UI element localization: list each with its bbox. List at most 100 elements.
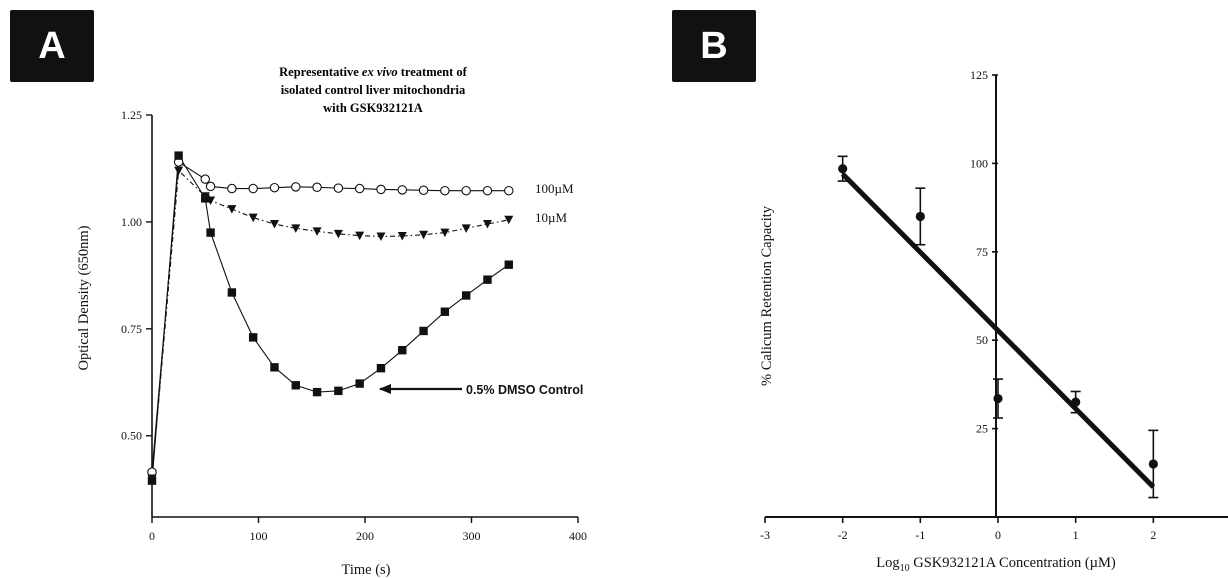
y-tick-label: 0.75 bbox=[121, 322, 142, 336]
point-square bbox=[270, 363, 279, 372]
chart-a-ticks: 0 100 200 300 400 0.50 0.75 1.00 1.25 bbox=[121, 108, 587, 543]
point-triangle bbox=[333, 229, 343, 239]
point-triangle bbox=[461, 224, 471, 233]
point-open-circle bbox=[440, 185, 450, 196]
data-point bbox=[1148, 459, 1158, 469]
point-triangle bbox=[269, 220, 279, 229]
point-triangle bbox=[227, 205, 237, 214]
point-square bbox=[504, 260, 513, 269]
point-open-circle bbox=[291, 182, 301, 192]
point-square bbox=[376, 363, 386, 373]
y-tick-label: 1.00 bbox=[121, 215, 142, 229]
point-triangle bbox=[291, 224, 301, 233]
point-square bbox=[398, 346, 407, 355]
x-tick-label: 2 bbox=[1150, 528, 1156, 542]
point-square bbox=[483, 275, 492, 284]
chart-a-label-100um: 100µM bbox=[535, 181, 574, 196]
point-open-circle bbox=[205, 181, 216, 192]
y-tick-label: 1.25 bbox=[121, 108, 142, 122]
x-tick-label: 100 bbox=[250, 529, 268, 543]
chart-b-fit-line bbox=[840, 172, 1156, 489]
chart-a-y-axis-label: Optical Density (650nm) bbox=[76, 225, 92, 370]
xlabel-rest: GSK932121A Concentration (µM) bbox=[910, 555, 1116, 571]
point-triangle bbox=[312, 227, 322, 236]
point-triangle bbox=[174, 166, 184, 176]
point-open-circle bbox=[200, 174, 211, 184]
y-tick-label: 75 bbox=[976, 245, 988, 259]
x-tick-label: 200 bbox=[356, 529, 374, 543]
chart-b-x-axis-label: Log10 GSK932121A Concentration (µM) bbox=[876, 555, 1116, 574]
point-open-circle bbox=[248, 183, 258, 194]
xlabel-subscript: 10 bbox=[900, 563, 910, 574]
chart-b-ticks: -3-2-10123255075100125 bbox=[760, 68, 1156, 542]
x-tick-label: -1 bbox=[915, 528, 925, 542]
point-triangle bbox=[482, 220, 492, 229]
point-square bbox=[291, 381, 300, 390]
chart-a-title-line-3: with GSK932121A bbox=[323, 101, 423, 115]
point-square bbox=[440, 307, 450, 316]
chart-a-title-line-1: Representative ex vivo treatment of bbox=[279, 65, 468, 79]
point-triangle bbox=[248, 213, 258, 223]
regression-line bbox=[840, 172, 1156, 489]
data-point bbox=[1071, 397, 1081, 407]
point-open-circle bbox=[227, 183, 237, 194]
point-open-circle bbox=[312, 182, 322, 193]
point-triangle bbox=[355, 231, 365, 241]
chart-a-label-10um: 10µM bbox=[535, 210, 567, 225]
point-triangle bbox=[397, 232, 407, 241]
point-square bbox=[419, 326, 428, 336]
x-tick-label: 300 bbox=[463, 529, 481, 543]
point-square bbox=[201, 194, 210, 203]
series-line-1 bbox=[151, 169, 509, 479]
point-open-circle bbox=[482, 185, 493, 196]
point-open-circle bbox=[333, 183, 344, 193]
y-tick-label: 0.50 bbox=[121, 429, 142, 443]
point-triangle bbox=[376, 232, 386, 241]
title-italic-text: ex vivo bbox=[362, 65, 398, 79]
point-open-circle bbox=[461, 185, 471, 196]
y-tick-label: 100 bbox=[970, 156, 988, 170]
x-tick-label: 0 bbox=[149, 529, 155, 543]
point-square bbox=[312, 387, 322, 397]
point-open-circle bbox=[397, 185, 408, 195]
xlabel-prefix: Log bbox=[876, 555, 899, 571]
point-square bbox=[461, 291, 471, 300]
y-tick-label: 50 bbox=[976, 333, 988, 347]
title-text: treatment of bbox=[398, 65, 468, 79]
point-square bbox=[355, 379, 364, 388]
data-point bbox=[915, 211, 925, 222]
x-tick-label: 0 bbox=[995, 528, 1001, 542]
point-square bbox=[147, 476, 157, 485]
x-tick-label: -3 bbox=[760, 528, 770, 542]
panel-a-badge: A bbox=[10, 10, 94, 82]
point-open-circle bbox=[354, 183, 365, 194]
panel-b-badge: B bbox=[672, 10, 756, 82]
point-open-circle bbox=[504, 185, 514, 196]
x-tick-label: 1 bbox=[1073, 528, 1079, 542]
point-square bbox=[248, 333, 258, 342]
chart-a-label-control: 0.5% DMSO Control bbox=[466, 383, 583, 397]
series-line-2 bbox=[151, 153, 510, 481]
point-open-circle bbox=[269, 182, 280, 193]
x-tick-label: 400 bbox=[569, 529, 587, 543]
y-tick-label: 25 bbox=[976, 422, 988, 436]
data-point bbox=[838, 164, 848, 174]
point-open-circle bbox=[376, 184, 386, 195]
x-tick-label: -2 bbox=[838, 528, 848, 542]
point-square bbox=[227, 288, 237, 297]
point-square bbox=[174, 151, 183, 160]
point-triangle bbox=[504, 215, 514, 225]
chart-a-markers bbox=[147, 151, 514, 485]
point-square bbox=[206, 228, 215, 237]
point-triangle bbox=[419, 230, 429, 240]
chart-a-lines bbox=[151, 153, 510, 481]
chart-b-y-axis-label: % Calicum Retention Capacity bbox=[759, 205, 775, 386]
series-line-0 bbox=[151, 161, 509, 473]
point-open-circle bbox=[418, 185, 429, 196]
title-text: Representative bbox=[279, 65, 362, 79]
chart-b-points bbox=[837, 155, 1159, 499]
point-square bbox=[334, 386, 343, 396]
chart-a-x-axis-label: Time (s) bbox=[341, 562, 390, 578]
chart-a-title-line-2: isolated control liver mitochondria bbox=[281, 83, 466, 97]
